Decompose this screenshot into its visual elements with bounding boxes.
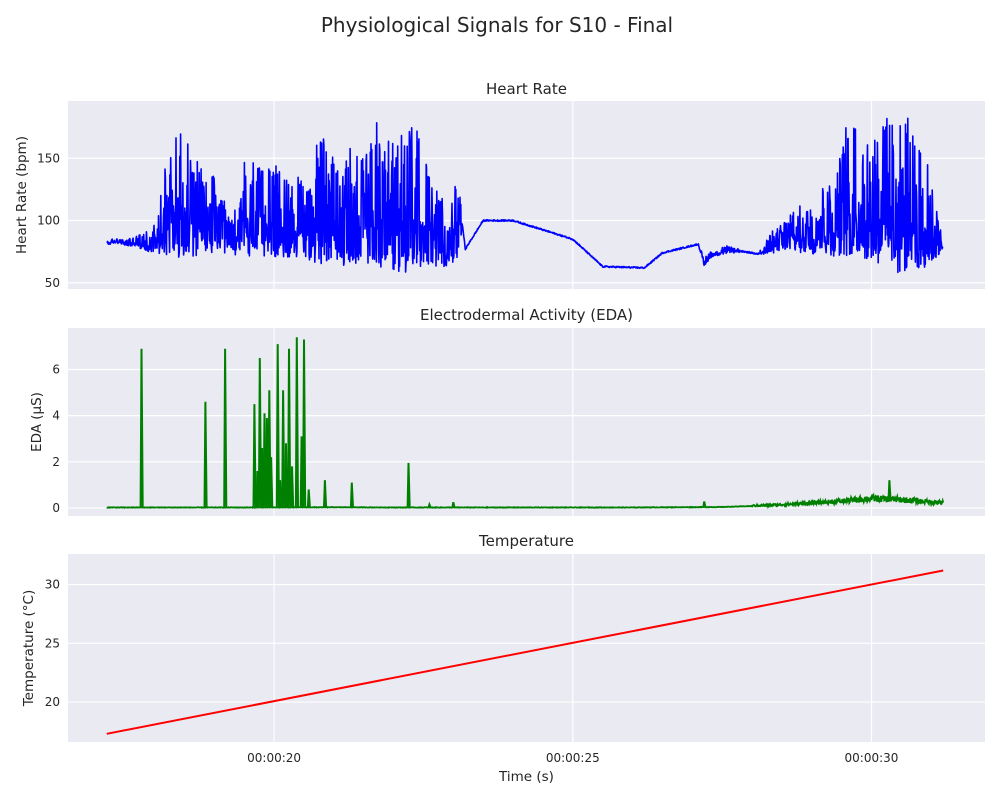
temperature-y-tick-label: 30 <box>45 578 60 592</box>
heart-rate-plot-area <box>68 101 985 289</box>
eda-spike-0 <box>139 348 144 508</box>
heart-rate-y-tick-label: 50 <box>45 276 60 290</box>
temperature-y-ticks: 20 25 30 <box>45 578 60 710</box>
eda-ylabel: EDA (μS) <box>29 392 45 452</box>
eda-baseline-line <box>106 492 945 510</box>
eda-spike-13 <box>281 390 286 508</box>
eda-spike-24 <box>427 501 432 508</box>
eda-spike-15 <box>287 348 292 508</box>
eda-spike-21 <box>323 480 328 508</box>
eda-plot-area <box>68 328 985 516</box>
temperature-title: Temperature <box>478 532 574 550</box>
eda-spike-25 <box>451 501 456 508</box>
eda-title: Electrodermal Activity (EDA) <box>420 306 633 324</box>
eda-spike-2 <box>223 348 228 508</box>
eda-y-tick-label: 2 <box>52 455 60 469</box>
eda-spike-19 <box>302 339 307 508</box>
heart-rate-y-tick-label: 150 <box>37 151 60 165</box>
heart-rate-y-ticks: 50 100 150 <box>37 151 60 290</box>
eda-spike-27 <box>887 480 892 501</box>
eda-spike-26 <box>702 501 707 508</box>
eda-spike-5 <box>257 357 262 508</box>
heart-rate-ylabel: Heart Rate (bpm) <box>14 136 30 254</box>
eda-spike-23 <box>406 462 411 508</box>
time-tick-label: 00:00:25 <box>546 751 600 765</box>
eda-spike-14 <box>284 443 289 508</box>
eda-spike-16 <box>290 466 295 508</box>
heart-rate-title: Heart Rate <box>486 80 567 98</box>
temperature-ylabel: Temperature (°C) <box>21 590 37 708</box>
eda-y-tick-label: 6 <box>52 363 60 377</box>
temperature-panel: Temperature Temperature (°C) 20 25 30 <box>21 532 985 742</box>
temperature-y-tick-label: 20 <box>45 695 60 709</box>
eda-spike-11 <box>275 344 280 508</box>
eda-y-ticks: 0 2 4 6 <box>52 363 60 515</box>
temperature-series <box>106 569 944 735</box>
time-tick-label: 00:00:20 <box>247 751 301 765</box>
eda-spike-22 <box>349 482 354 508</box>
eda-spike-17 <box>294 337 299 508</box>
eda-series <box>106 337 945 510</box>
eda-y-tick-label: 4 <box>52 409 60 423</box>
time-tick-label: 00:00:30 <box>845 751 899 765</box>
heart-rate-series <box>106 117 944 274</box>
time-axis-label: Time (s) <box>498 769 554 785</box>
time-axis-ticks: 00:00:20 00:00:25 00:00:30 <box>247 751 898 765</box>
temperature-line <box>106 569 944 735</box>
heart-rate-panel: Heart Rate Heart Rate (bpm) 50 100 150 <box>14 80 985 290</box>
figure-title: Physiological Signals for S10 - Final <box>321 13 673 37</box>
temperature-y-tick-label: 25 <box>45 636 60 650</box>
eda-spike-3 <box>252 404 257 508</box>
eda-spike-7 <box>262 413 267 508</box>
eda-spike-12 <box>278 480 283 508</box>
eda-spike-20 <box>306 489 311 508</box>
heart-rate-line <box>106 117 944 274</box>
temperature-grid <box>68 554 985 742</box>
eda-spike-10 <box>269 457 274 508</box>
eda-spike-1 <box>203 401 208 508</box>
eda-y-tick-label: 0 <box>52 501 60 515</box>
eda-panel: Electrodermal Activity (EDA) EDA (μS) 0 2… <box>29 306 985 516</box>
heart-rate-y-tick-label: 100 <box>37 214 60 228</box>
